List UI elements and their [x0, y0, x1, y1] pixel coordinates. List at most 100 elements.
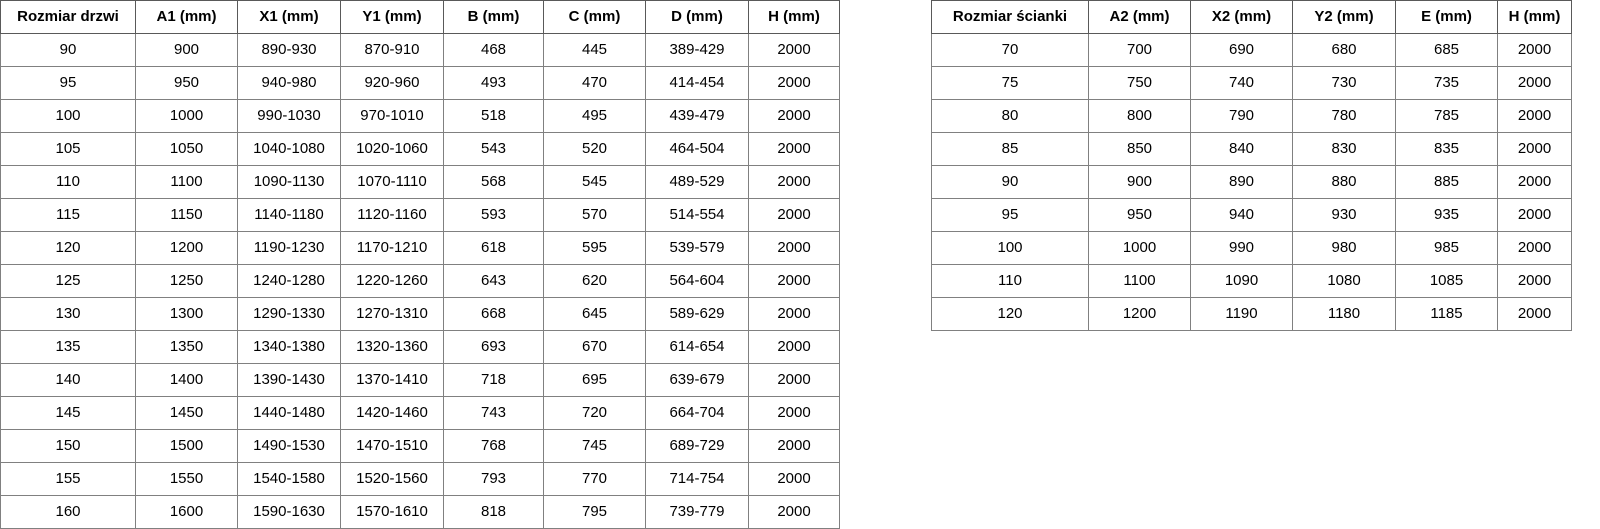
value-cell: 1300 — [135, 297, 238, 331]
value-cell: 468 — [443, 33, 544, 67]
value-cell: 890-930 — [237, 33, 341, 67]
value-cell: 793 — [443, 462, 544, 496]
value-cell: 890 — [1190, 165, 1293, 199]
value-cell: 970-1010 — [340, 99, 444, 133]
value-cell: 439-479 — [645, 99, 749, 133]
value-cell: 1520-1560 — [340, 462, 444, 496]
value-cell: 985 — [1395, 231, 1498, 265]
value-cell: 414-454 — [645, 66, 749, 100]
wall-table-body: 70 700 690 680 685 2000 75 750 740 730 735 2000 80 80… — [931, 33, 1572, 331]
column-header: Rozmiar drzwi — [0, 0, 136, 34]
value-cell: 1370-1410 — [340, 363, 444, 397]
table-header-row: Rozmiar drzwi A1 (mm) X1 (mm) Y1 (mm) B (mm)… — [0, 0, 840, 34]
value-cell: 940-980 — [237, 66, 341, 100]
value-cell: 830 — [1292, 132, 1396, 166]
table-row: 140 1400 1390-1430 1370-1410 718 695 639-679 20… — [0, 363, 840, 397]
value-cell: 1590-1630 — [237, 495, 341, 529]
value-cell: 818 — [443, 495, 544, 529]
value-cell: 1170-1210 — [340, 231, 444, 265]
value-cell: 835 — [1395, 132, 1498, 166]
table-row: 95 950 940-980 920-960 493 470 414-454 2000 — [0, 66, 840, 100]
value-cell: 2000 — [1497, 33, 1572, 67]
value-cell: 800 — [1088, 99, 1191, 133]
table-row: 100 1000 990-1030 970-1010 518 495 439-479 2000 — [0, 99, 840, 133]
size-cell: 145 — [0, 396, 136, 430]
value-cell: 543 — [443, 132, 544, 166]
table-row: 125 1250 1240-1280 1220-1260 643 620 564-604 20… — [0, 264, 840, 298]
value-cell: 1185 — [1395, 297, 1498, 331]
value-cell: 795 — [543, 495, 646, 529]
value-cell: 1320-1360 — [340, 330, 444, 364]
column-header: Y1 (mm) — [340, 0, 444, 34]
value-cell: 668 — [443, 297, 544, 331]
value-cell: 1180 — [1292, 297, 1396, 331]
value-cell: 1120-1160 — [340, 198, 444, 232]
value-cell: 1150 — [135, 198, 238, 232]
value-cell: 720 — [543, 396, 646, 430]
value-cell: 1550 — [135, 462, 238, 496]
table-row: 150 1500 1490-1530 1470-1510 768 745 689-729 20… — [0, 429, 840, 463]
value-cell: 1100 — [135, 165, 238, 199]
value-cell: 1390-1430 — [237, 363, 341, 397]
value-cell: 850 — [1088, 132, 1191, 166]
size-cell: 110 — [931, 264, 1089, 298]
value-cell: 745 — [543, 429, 646, 463]
size-cell: 120 — [931, 297, 1089, 331]
size-cell: 80 — [931, 99, 1089, 133]
value-cell: 1080 — [1292, 264, 1396, 298]
size-cell: 120 — [0, 231, 136, 265]
table-row: 70 700 690 680 685 2000 — [931, 33, 1572, 67]
size-cell: 100 — [931, 231, 1089, 265]
value-cell: 718 — [443, 363, 544, 397]
value-cell: 735 — [1395, 66, 1498, 100]
column-header: X2 (mm) — [1190, 0, 1293, 34]
value-cell: 389-429 — [645, 33, 749, 67]
value-cell: 693 — [443, 330, 544, 364]
column-header: H (mm) — [1497, 0, 1572, 34]
value-cell: 645 — [543, 297, 646, 331]
value-cell: 680 — [1292, 33, 1396, 67]
door-dimensions-table: Rozmiar drzwi A1 (mm) X1 (mm) Y1 (mm) B (mm)… — [0, 0, 840, 529]
value-cell: 730 — [1292, 66, 1396, 100]
value-cell: 2000 — [1497, 66, 1572, 100]
table-row: 115 1150 1140-1180 1120-1160 593 570 514-554 20… — [0, 198, 840, 232]
column-header: Rozmiar ścianki — [931, 0, 1089, 34]
column-header: H (mm) — [748, 0, 840, 34]
table-row: 90 900 890 880 885 2000 — [931, 165, 1572, 199]
value-cell: 643 — [443, 264, 544, 298]
table-row: 80 800 790 780 785 2000 — [931, 99, 1572, 133]
value-cell: 2000 — [1497, 165, 1572, 199]
size-cell: 70 — [931, 33, 1089, 67]
value-cell: 2000 — [1497, 297, 1572, 331]
value-cell: 518 — [443, 99, 544, 133]
value-cell: 1490-1530 — [237, 429, 341, 463]
table-row: 155 1550 1540-1580 1520-1560 793 770 714-754 20… — [0, 462, 840, 496]
value-cell: 1220-1260 — [340, 264, 444, 298]
value-cell: 1420-1460 — [340, 396, 444, 430]
value-cell: 545 — [543, 165, 646, 199]
value-cell: 1470-1510 — [340, 429, 444, 463]
value-cell: 2000 — [748, 99, 840, 133]
value-cell: 2000 — [748, 429, 840, 463]
value-cell: 493 — [443, 66, 544, 100]
value-cell: 2000 — [748, 165, 840, 199]
value-cell: 1085 — [1395, 264, 1498, 298]
table-row: 120 1200 1190-1230 1170-1210 618 595 539-579 20… — [0, 231, 840, 265]
value-cell: 595 — [543, 231, 646, 265]
value-cell: 1450 — [135, 396, 238, 430]
value-cell: 990 — [1190, 231, 1293, 265]
value-cell: 1000 — [1088, 231, 1191, 265]
door-table-body: 90 900 890-930 870-910 468 445 389-429 2000 95 95… — [0, 33, 840, 529]
value-cell: 1090 — [1190, 264, 1293, 298]
value-cell: 589-629 — [645, 297, 749, 331]
column-header: D (mm) — [645, 0, 749, 34]
value-cell: 1290-1330 — [237, 297, 341, 331]
value-cell: 900 — [135, 33, 238, 67]
value-cell: 885 — [1395, 165, 1498, 199]
value-cell: 495 — [543, 99, 646, 133]
table-row: 75 750 740 730 735 2000 — [931, 66, 1572, 100]
value-cell: 1100 — [1088, 264, 1191, 298]
value-cell: 2000 — [748, 33, 840, 67]
value-cell: 1200 — [1088, 297, 1191, 331]
value-cell: 1190 — [1190, 297, 1293, 331]
